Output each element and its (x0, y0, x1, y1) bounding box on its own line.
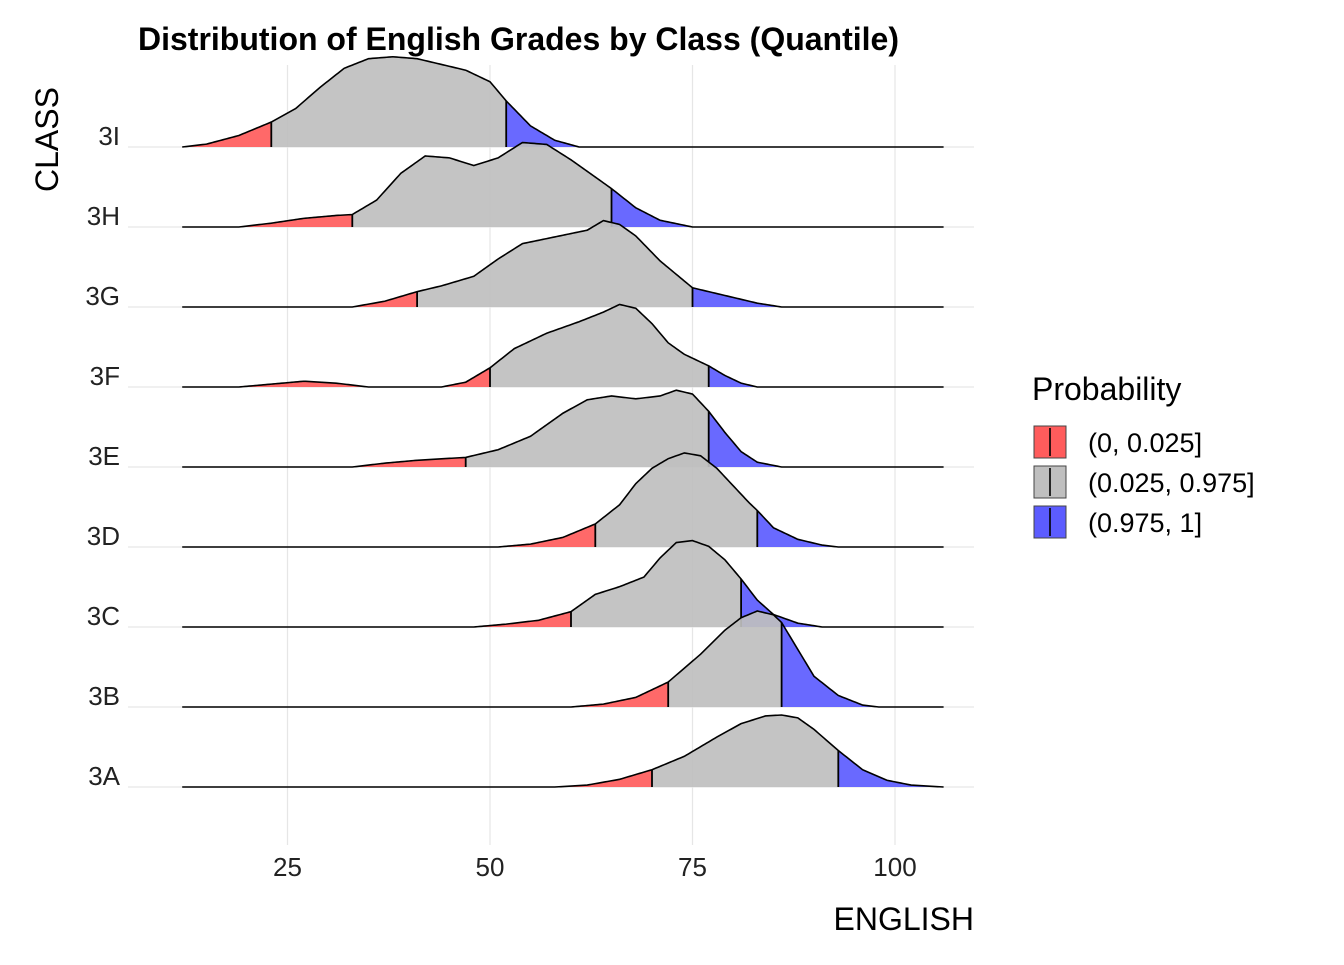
chart-title: Distribution of English Grades by Class … (138, 21, 899, 57)
legend-title: Probability (1032, 371, 1181, 407)
ridge-3B-segment-1 (668, 611, 782, 707)
ridge-3D-outline (182, 452, 944, 548)
ridge-3B (182, 610, 944, 708)
ridge-3A-outline (182, 714, 944, 788)
ridge-3G-segment-0 (182, 291, 418, 307)
legend-label-2: (0.975, 1] (1088, 508, 1202, 538)
ridge-3F-segment-0 (182, 367, 490, 387)
ridge-3E (182, 389, 944, 468)
ridge-3E-segment-0 (182, 457, 466, 467)
x-tick-0: 25 (273, 852, 302, 882)
ridge-3F-segment-2 (708, 365, 944, 387)
ridge-3E-segment-1 (465, 390, 709, 467)
ridge-3I-segment-1 (271, 56, 507, 148)
ridge-3H-segment-2 (611, 188, 944, 227)
class-label-3F: 3F (90, 361, 120, 391)
ridge-3F-outline (182, 303, 944, 388)
ridge-3C (182, 539, 944, 628)
ridge-3G (182, 219, 944, 308)
ridge-3I-segment-2 (506, 100, 944, 147)
ridge-3A-segment-2 (838, 750, 944, 787)
y-axis-label: CLASS (29, 87, 65, 192)
class-label-3A: 3A (88, 761, 120, 791)
class-label-3G: 3G (85, 281, 120, 311)
ridge-3A-segment-0 (182, 769, 652, 787)
ridge-3G-segment-1 (417, 220, 693, 307)
ridge-3G-segment-2 (692, 287, 944, 307)
class-label-3H: 3H (87, 201, 120, 231)
ridge-3D-segment-0 (182, 523, 596, 547)
class-label-3D: 3D (87, 521, 120, 551)
ridge-3B-segment-0 (182, 682, 669, 707)
legend-label-0: (0, 0.025] (1088, 428, 1202, 458)
ridge-3H-outline (182, 141, 944, 228)
class-label-3C: 3C (87, 601, 120, 631)
class-labels: 3I 3H 3G 3F 3E 3D 3C 3B 3A (85, 121, 120, 791)
ridge-3I-outline (182, 55, 944, 148)
ridge-3A (182, 714, 944, 788)
x-tick-2: 75 (678, 852, 707, 882)
ridge-3D-segment-1 (595, 452, 758, 547)
ridge-3F-segment-1 (490, 304, 709, 387)
ridge-3B-outline (182, 610, 944, 708)
ridge-3H-segment-1 (352, 142, 612, 227)
legend-items: (0, 0.025] (0.025, 0.975] (0.975, 1] (1033, 425, 1255, 539)
ridge-3F (182, 303, 944, 388)
ridge-3C-segment-1 (571, 540, 742, 627)
ridge-3C-outline (182, 539, 944, 628)
ridge-3D-segment-2 (757, 510, 944, 547)
legend-label-1: (0.025, 0.975] (1088, 468, 1255, 498)
ridge-3E-segment-2 (708, 411, 944, 467)
ridge-3C-segment-0 (182, 611, 571, 627)
x-axis-label: ENGLISH (834, 901, 974, 937)
class-label-3E: 3E (88, 441, 120, 471)
ridge-3E-outline (182, 389, 944, 468)
legend: Probability (0, 0.025] (0.025, 0.975] (0.9… (1032, 371, 1255, 539)
class-label-3B: 3B (88, 681, 120, 711)
x-tick-1: 50 (476, 852, 505, 882)
ridge-3D (182, 452, 944, 548)
ridge-3B-segment-2 (781, 622, 944, 707)
ridge-3I-segment-0 (182, 122, 272, 147)
x-tick-3: 100 (873, 852, 916, 882)
x-tick-labels: 25 50 75 100 (273, 852, 917, 882)
ridge-3A-segment-1 (652, 715, 839, 787)
class-label-3I: 3I (98, 121, 120, 151)
ridge-3H-segment-0 (182, 214, 353, 227)
ridge-3G-outline (182, 219, 944, 308)
ridge-3H (182, 141, 944, 228)
ridges-layer (182, 55, 944, 788)
ridge-3I (182, 55, 944, 148)
